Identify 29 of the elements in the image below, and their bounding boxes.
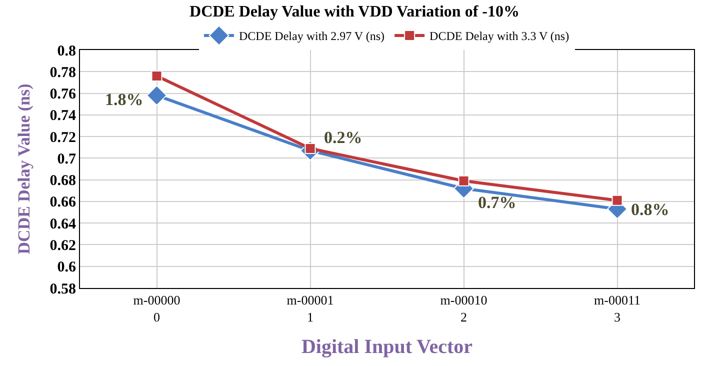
annotation: 0.7% xyxy=(478,193,516,212)
point xyxy=(612,194,623,206)
y-tick-label: 0.66 xyxy=(50,194,76,211)
y-axis-title: DCDE Delay Value (ns) xyxy=(14,84,34,254)
y-tick-label: 0.64 xyxy=(50,216,76,232)
legend-label: DCDE Delay with 3.3 V (ns) xyxy=(430,29,570,44)
point xyxy=(146,85,167,106)
x-tick-label: m-00011 3 xyxy=(594,292,640,324)
y-tick-label: 0.6 xyxy=(57,260,76,276)
y-tick-label: 0.74 xyxy=(50,108,76,124)
y-tick-label: 0.8 xyxy=(57,43,76,60)
annotation: 1.8% xyxy=(105,90,144,109)
y-tick-label: 0.7 xyxy=(57,151,76,168)
y-tick-label: 0.58 xyxy=(50,281,76,298)
annotation: 0.8% xyxy=(631,200,670,219)
x-tick-label: m-00001 1 xyxy=(286,292,334,324)
point xyxy=(458,175,470,186)
x-axis-title: Digital Input Vector xyxy=(301,336,473,358)
x-tick-label: m-00000 0 xyxy=(133,292,180,324)
x-tick-label: m-00010 2 xyxy=(440,292,488,324)
y-tick-label: 0.72 xyxy=(50,130,76,146)
legend-label: DCDE Delay with 2.97 V (ns) xyxy=(239,29,385,44)
point xyxy=(151,70,162,82)
y-tick-label: 0.68 xyxy=(50,173,76,190)
chart-title: DCDE Delay Value with VDD Variation of -10% xyxy=(190,4,520,21)
y-tick-label: 0.62 xyxy=(50,238,76,254)
y-tick-label: 0.76 xyxy=(50,86,76,103)
annotation: 0.2% xyxy=(324,128,362,147)
y-tick-label: 0.78 xyxy=(50,64,76,81)
